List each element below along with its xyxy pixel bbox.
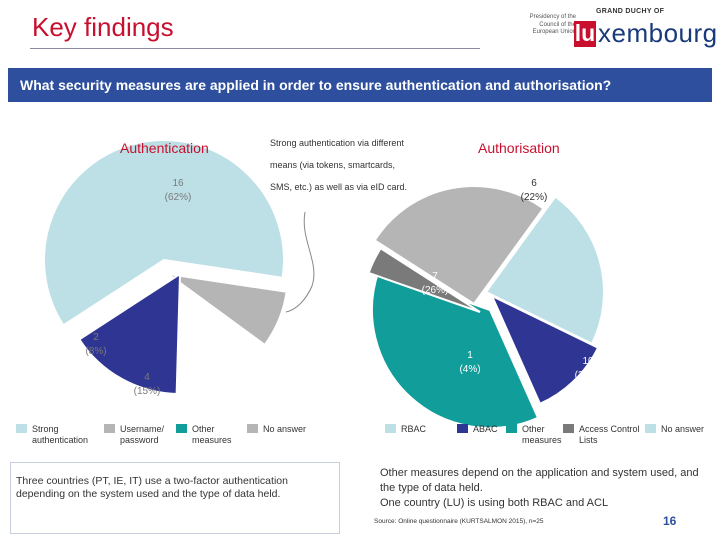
authorisation-label-no-answer-value: 7	[432, 271, 438, 282]
page-title: Key findings	[32, 12, 174, 42]
callout-text: Strong authentication via different mean…	[270, 138, 408, 192]
authentication-label-no-answer-percent: (15%)	[226, 362, 254, 373]
authorisation-label-other-measures-value: 10	[582, 356, 594, 367]
authentication-legend-swatch-strong-authentication	[16, 424, 27, 433]
authorisation-slice-abac	[489, 293, 600, 406]
authentication-legend-label-strong-authentication: Strong authentication	[32, 424, 89, 445]
authorisation-slice-rbac	[484, 195, 605, 346]
authorisation-legend-label-abac: ABAC	[473, 424, 498, 434]
authorisation-slice-other-measures	[371, 269, 540, 429]
authentication-label-username-password-percent: (8%)	[85, 346, 107, 357]
authorisation-label-rbac-value: 6	[531, 178, 537, 189]
authentication-label-strong-authentication-percent: (62%)	[164, 192, 192, 203]
authorisation-chart-title: Authorisation	[478, 140, 560, 156]
authorisation-legend-label-access-control-lists: Access Control Lists	[579, 424, 640, 445]
authentication-label-other-measures-percent: (15%)	[133, 386, 161, 397]
question-banner: What security measures are applied in or…	[8, 68, 712, 102]
authentication-chart-title: Authentication	[120, 140, 209, 156]
page-number: 16	[663, 514, 677, 528]
authorisation-legend-swatch-access-control-lists	[563, 424, 574, 433]
right-note-1: Other measures depend on the application…	[380, 467, 699, 494]
authorisation-label-no-answer-percent: (26%)	[421, 285, 449, 296]
authorisation-label-rbac-percent: (22%)	[520, 192, 548, 203]
authorisation-label-access-control-lists-value: 1	[467, 350, 473, 361]
authorisation-label-abac-value: 3	[624, 228, 630, 239]
authentication-legend-label-username-password: Username/ password	[120, 424, 165, 445]
logo-xembourg-text: xembourg	[598, 18, 718, 48]
right-note-2: One country (LU) is using both RBAC and …	[380, 497, 609, 509]
authorisation-slice-no-answer	[373, 185, 545, 306]
authorisation-legend-swatch-abac	[457, 424, 468, 433]
authentication-slice-no-answer	[77, 272, 182, 395]
authorisation-label-abac-percent: (11%)	[614, 242, 640, 253]
authorisation-legend-label-other-measures: Other measures	[522, 424, 562, 445]
luxembourg-presidency-logo: Presidency of the Council of the Europea…	[508, 6, 717, 52]
authentication-label-strong-authentication-value: 16	[172, 178, 184, 189]
left-note-text: Three countries (PT, IE, IT) use a two-f…	[16, 475, 288, 500]
right-notes: Other measures depend on the application…	[380, 466, 710, 511]
source-text: Source: Online questionnaire (KURTSALMON…	[374, 518, 544, 525]
logo-lu-mark: lu	[574, 20, 596, 47]
authentication-legend-label-other-measures: Other measures	[192, 424, 232, 445]
authentication-legend-swatch-no-answer	[247, 424, 258, 433]
title-divider	[30, 48, 480, 49]
authentication-legend-swatch-other-measures	[176, 424, 187, 433]
authorisation-legend-swatch-other-measures	[506, 424, 517, 433]
left-note-box	[10, 462, 340, 534]
logo-presidency-text: Presidency of the Council of the Europea…	[529, 14, 576, 35]
authentication-legend-label-no-answer: No answer	[263, 424, 307, 434]
authorisation-legend-swatch-rbac	[385, 424, 396, 433]
callout-connector-line	[285, 211, 315, 313]
authorisation-legend-label-rbac: RBAC	[401, 424, 427, 434]
authentication-legend-swatch-username-password	[104, 424, 115, 433]
authorisation-legend-label-no-answer: No answer	[661, 424, 705, 434]
authorisation-label-other-measures-percent: (37%)	[574, 370, 602, 381]
authentication-label-username-password-value: 2	[93, 332, 99, 343]
authentication-label-no-answer-value: 4	[237, 348, 243, 359]
logo-grand-duchy-text: GRAND DUCHY OF	[596, 8, 665, 15]
authorisation-legend-swatch-no-answer	[645, 424, 656, 433]
authentication-slice-other-measures	[167, 276, 271, 399]
authorisation-label-access-control-lists-percent: (4%)	[459, 364, 481, 375]
authentication-slice-strong-authentication	[43, 139, 285, 327]
authorisation-slice-access-control-lists	[367, 246, 481, 313]
authentication-label-other-measures-value: 4	[144, 372, 150, 383]
